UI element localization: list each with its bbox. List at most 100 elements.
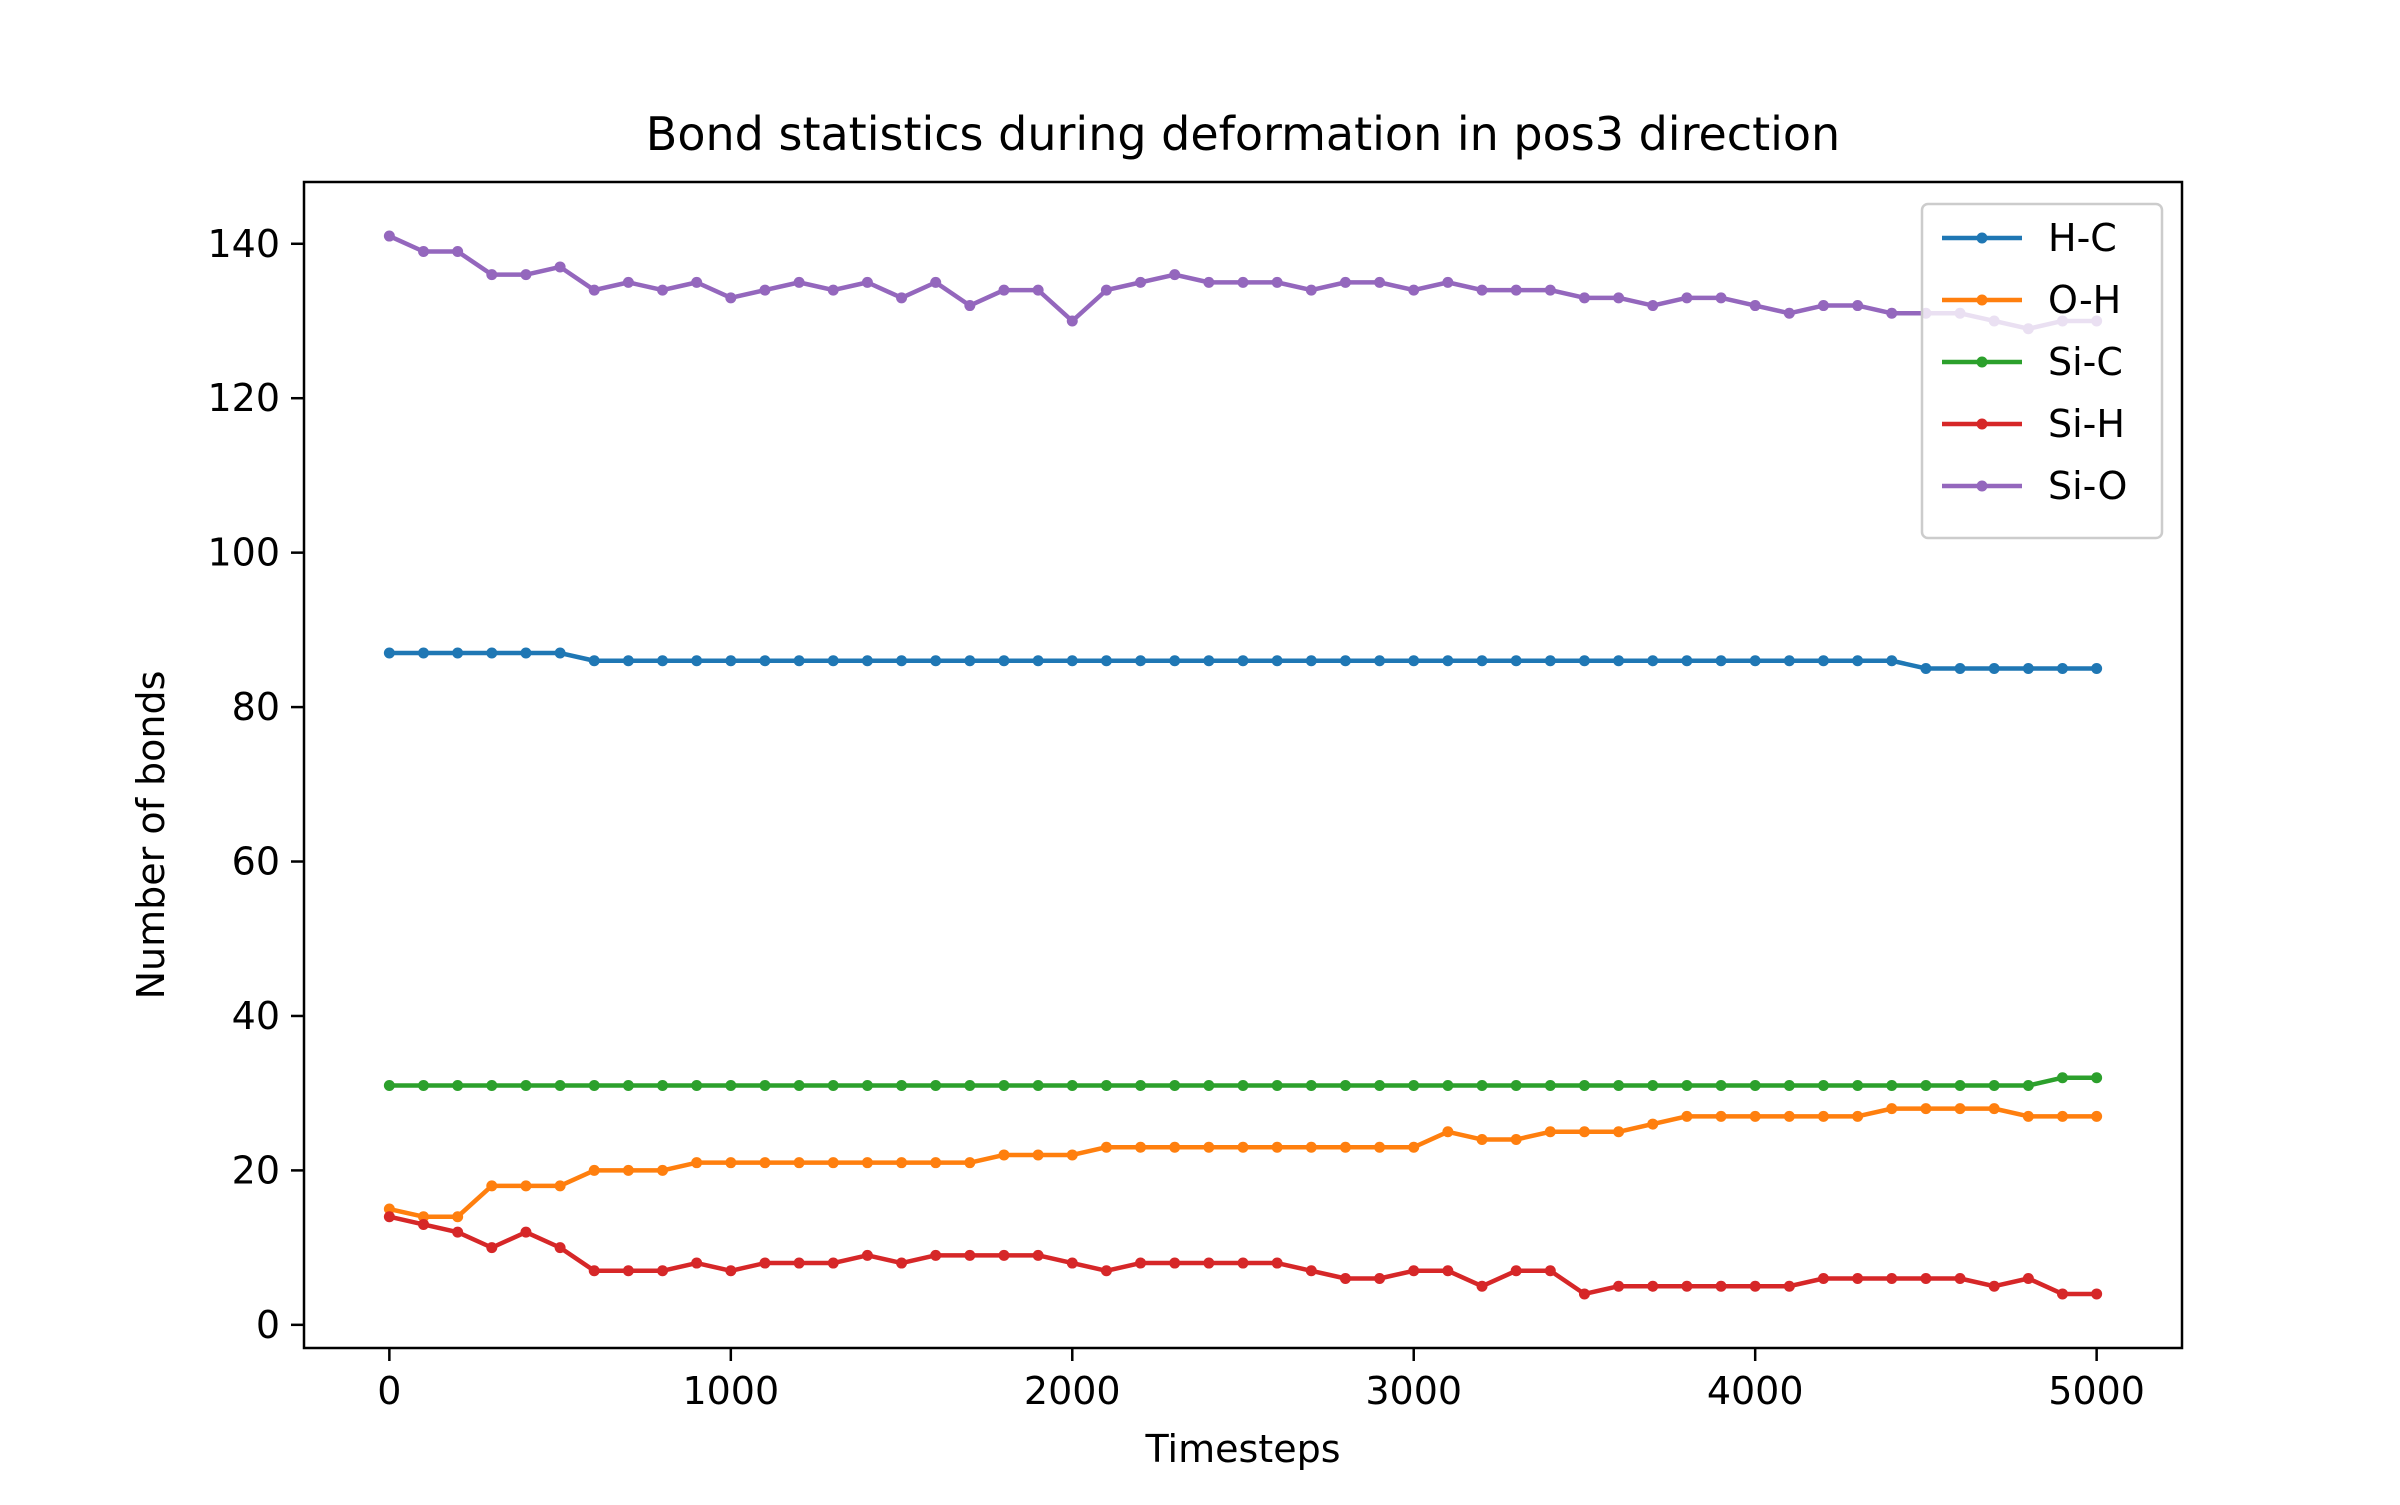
data-point-si-c	[1203, 1079, 1215, 1091]
data-point-h-c	[998, 655, 1010, 667]
data-point-o-h	[1408, 1141, 1420, 1153]
data-point-si-o	[1032, 284, 1044, 296]
legend-label: Si-O	[2048, 464, 2127, 508]
legend-swatch-marker	[1976, 232, 1988, 244]
data-point-si-h	[418, 1218, 430, 1230]
data-point-si-o	[383, 230, 395, 242]
data-point-h-c	[1032, 655, 1044, 667]
data-point-o-h	[1954, 1103, 1966, 1115]
data-point-si-o	[1135, 276, 1147, 288]
data-point-o-h	[554, 1180, 566, 1192]
data-point-si-h	[588, 1265, 600, 1277]
data-point-si-c	[1613, 1079, 1625, 1091]
data-point-si-o	[1852, 300, 1864, 312]
data-point-si-h	[1988, 1280, 2000, 1292]
data-point-si-c	[1544, 1079, 1556, 1091]
data-point-h-c	[1954, 662, 1966, 674]
data-point-si-h	[793, 1257, 805, 1269]
data-point-o-h	[2056, 1110, 2068, 1122]
data-point-si-c	[1715, 1079, 1727, 1091]
data-point-o-h	[383, 1203, 395, 1215]
data-point-o-h	[1374, 1141, 1386, 1153]
data-point-si-o	[1100, 284, 1112, 296]
chart-title: Bond statistics during deformation in po…	[646, 107, 1840, 161]
data-point-si-h	[2091, 1288, 2103, 1300]
data-point-h-c	[1817, 655, 1829, 667]
axes: 0 1000 2000 3000 4000 5000 0 20 40 60 80 100 120 140	[207, 180, 2184, 1413]
data-point-si-h	[622, 1265, 634, 1277]
data-point-h-c	[691, 655, 703, 667]
y-tick-label: 80	[232, 685, 280, 729]
legend-entry-si-o: Si-O	[1942, 464, 2127, 508]
legend: H-C O-H Si-C Si-H Si-O	[1920, 202, 2164, 540]
series-si-c	[383, 1072, 2103, 1091]
data-point-h-c	[622, 655, 634, 667]
x-tick-label: 4000	[1707, 1369, 1804, 1413]
data-point-si-c	[554, 1079, 566, 1091]
data-point-si-c	[383, 1079, 395, 1091]
data-point-si-o	[1203, 276, 1215, 288]
data-point-si-o	[1408, 284, 1420, 296]
data-point-si-c	[1135, 1079, 1147, 1091]
data-point-si-o	[486, 269, 498, 281]
data-point-o-h	[1783, 1110, 1795, 1122]
data-point-h-c	[896, 655, 908, 667]
data-point-si-h	[725, 1265, 737, 1277]
data-point-si-o	[622, 276, 634, 288]
data-point-si-o	[1613, 292, 1625, 304]
legend-swatch-marker	[1976, 480, 1988, 492]
data-point-o-h	[1339, 1141, 1351, 1153]
data-point-si-c	[930, 1079, 942, 1091]
series-si-h	[383, 1211, 2103, 1300]
data-point-o-h	[759, 1157, 771, 1169]
data-point-o-h	[1442, 1126, 1454, 1138]
data-point-si-c	[1578, 1079, 1590, 1091]
data-point-si-h	[998, 1249, 1010, 1261]
data-point-o-h	[691, 1157, 703, 1169]
data-point-si-h	[1715, 1280, 1727, 1292]
data-point-si-c	[657, 1079, 669, 1091]
data-point-si-o	[1886, 307, 1898, 319]
data-point-o-h	[827, 1157, 839, 1169]
legend-label: Si-H	[2048, 402, 2125, 446]
data-point-si-o	[1510, 284, 1522, 296]
data-point-h-c	[827, 655, 839, 667]
data-point-h-c	[588, 655, 600, 667]
data-point-si-c	[1271, 1079, 1283, 1091]
data-point-o-h	[1715, 1110, 1727, 1122]
data-point-si-h	[520, 1226, 532, 1238]
data-point-o-h	[1817, 1110, 1829, 1122]
data-point-si-h	[827, 1257, 839, 1269]
data-point-si-o	[793, 276, 805, 288]
data-point-h-c	[1886, 655, 1898, 667]
data-point-si-c	[1339, 1079, 1351, 1091]
x-tick-label: 3000	[1365, 1369, 1462, 1413]
data-point-si-o	[1681, 292, 1693, 304]
x-tick-label: 1000	[682, 1369, 779, 1413]
data-point-si-c	[2091, 1072, 2103, 1084]
y-axis-label: Number of bonds	[129, 671, 173, 1000]
data-point-h-c	[2091, 662, 2103, 674]
data-point-si-o	[1749, 300, 1761, 312]
data-point-o-h	[486, 1180, 498, 1192]
data-point-si-h	[1442, 1265, 1454, 1277]
data-point-si-h	[1510, 1265, 1522, 1277]
data-point-o-h	[1305, 1141, 1317, 1153]
data-point-si-h	[1954, 1273, 1966, 1284]
data-point-h-c	[2022, 662, 2034, 674]
data-point-h-c	[861, 655, 873, 667]
data-point-h-c	[964, 655, 976, 667]
data-point-si-h	[1920, 1273, 1932, 1284]
data-point-o-h	[1920, 1103, 1932, 1115]
data-point-o-h	[520, 1180, 532, 1192]
legend-label: O-H	[2048, 278, 2121, 322]
data-point-h-c	[1066, 655, 1078, 667]
data-point-si-h	[896, 1257, 908, 1269]
data-point-h-c	[486, 647, 498, 659]
data-point-si-c	[418, 1079, 430, 1091]
data-point-si-o	[1339, 276, 1351, 288]
data-point-si-c	[1817, 1079, 1829, 1091]
data-point-o-h	[2091, 1110, 2103, 1122]
data-point-si-h	[1852, 1273, 1864, 1284]
